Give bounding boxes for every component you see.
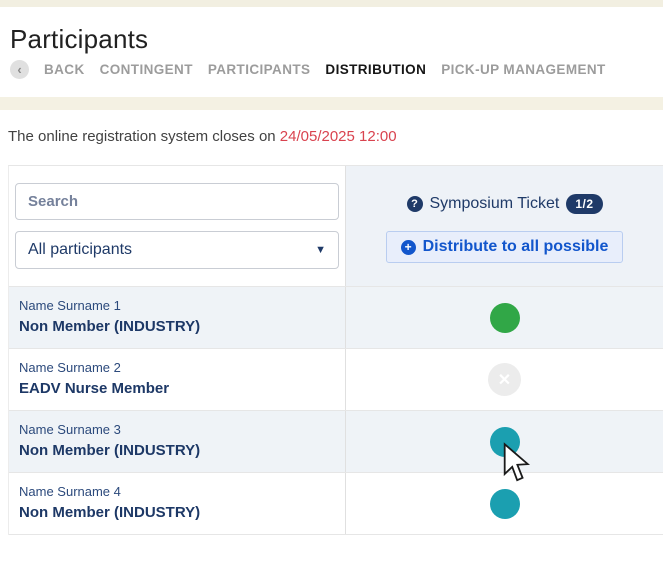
page-title: Participants: [10, 24, 149, 54]
ticket-status-unavailable-icon: [488, 363, 521, 396]
distribute-all-button[interactable]: + Distribute to all possible: [385, 231, 624, 263]
help-icon[interactable]: ?: [406, 196, 423, 212]
participant-membership: Non Member (INDUSTRY): [19, 504, 201, 521]
ticket-status-available-icon[interactable]: [489, 426, 520, 457]
back-chevron-icon[interactable]: ‹: [10, 59, 29, 79]
ticket-status-available-icon[interactable]: [489, 488, 520, 519]
participant-filter-select[interactable]: All participants ▼: [15, 231, 339, 269]
participant-membership: Non Member (INDUSTRY): [19, 442, 201, 459]
participant-info: Name Surname 3 Non Member (INDUSTRY): [9, 411, 346, 472]
participant-name: Name Surname 2: [19, 360, 121, 375]
section-divider-strip: [0, 97, 663, 110]
ticket-label: Symposium Ticket: [429, 195, 560, 212]
participant-row: Name Surname 1 Non Member (INDUSTRY): [9, 287, 663, 349]
top-accent-strip: [0, 0, 663, 7]
ticket-status-cell: [346, 287, 663, 348]
registration-deadline-notice: The online registration system closes on…: [8, 128, 397, 145]
ticket-column-header: ? Symposium Ticket 1/2 + Distribute to a…: [346, 166, 663, 286]
plus-icon: +: [400, 239, 416, 255]
participant-row: Name Surname 4 Non Member (INDUSTRY): [9, 473, 663, 535]
nav-item-distribution[interactable]: DISTRIBUTION: [325, 61, 427, 77]
search-input[interactable]: [15, 183, 339, 220]
ticket-status-cell: [346, 411, 663, 472]
ticket-status-cell: [346, 349, 663, 410]
filters-cell: All participants ▼: [9, 166, 346, 286]
participant-filter-value: All participants: [28, 241, 133, 258]
participant-row: Name Surname 3 Non Member (INDUSTRY): [9, 411, 663, 473]
ticket-status-distributed-icon[interactable]: [489, 302, 520, 333]
ticket-status-cell: [346, 473, 663, 534]
participants-table: All participants ▼ ? Symposium Ticket 1/…: [8, 165, 663, 535]
table-header-row: All participants ▼ ? Symposium Ticket 1/…: [9, 166, 663, 287]
nav-item-back[interactable]: BACK: [44, 61, 85, 77]
notice-text: The online registration system closes on: [8, 128, 280, 145]
nav-item-contingent[interactable]: CONTINGENT: [99, 61, 193, 77]
participant-row: Name Surname 2 EADV Nurse Member: [9, 349, 663, 411]
participant-name: Name Surname 3: [19, 422, 121, 437]
participant-name: Name Surname 1: [19, 298, 121, 313]
participant-membership: Non Member (INDUSTRY): [19, 318, 201, 335]
participant-membership: EADV Nurse Member: [19, 380, 170, 397]
chevron-down-icon: ▼: [315, 244, 326, 256]
nav-item-pickup-management[interactable]: PICK-UP MANAGEMENT: [441, 61, 606, 77]
breadcrumb-nav: ‹ BACK CONTINGENT PARTICIPANTS DISTRIBUT…: [10, 58, 606, 80]
participant-info: Name Surname 4 Non Member (INDUSTRY): [9, 473, 346, 534]
ticket-count-badge: 1/2: [566, 194, 603, 214]
participant-info: Name Surname 1 Non Member (INDUSTRY): [9, 287, 346, 348]
distribute-all-label: Distribute to all possible: [422, 238, 609, 255]
participant-name: Name Surname 4: [19, 484, 121, 499]
ticket-header: ? Symposium Ticket 1/2: [406, 194, 603, 214]
deadline-value: 24/05/2025 12:00: [279, 128, 397, 145]
nav-item-participants[interactable]: PARTICIPANTS: [207, 61, 311, 77]
participant-info: Name Surname 2 EADV Nurse Member: [9, 349, 346, 410]
